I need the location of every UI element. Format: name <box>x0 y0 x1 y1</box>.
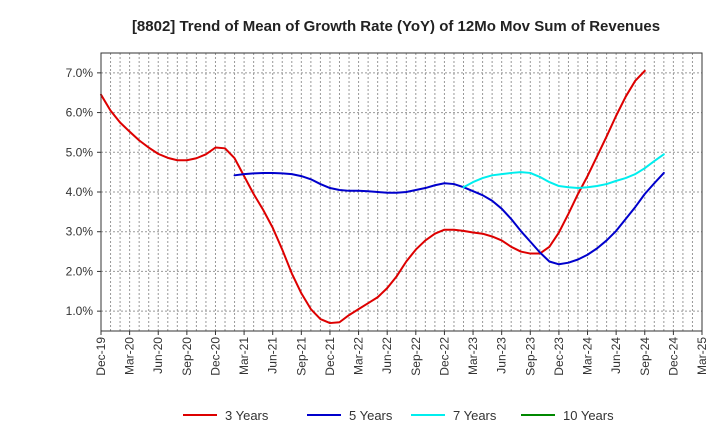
series-line-3-years <box>100 69 646 325</box>
x-tick-label: Jun-24 <box>609 337 623 374</box>
x-tick-label: Mar-24 <box>581 337 595 375</box>
y-tick-label: 3.0% <box>66 225 94 239</box>
x-tick-label: Dec-22 <box>437 337 451 376</box>
legend-label: 5 Years <box>349 408 393 423</box>
x-tick-label: Mar-21 <box>237 337 251 375</box>
legend-label: 3 Years <box>225 408 269 423</box>
x-tick-label: Dec-21 <box>323 337 337 376</box>
x-tick-label: Mar-23 <box>466 337 480 375</box>
series-line-5-years <box>233 171 665 266</box>
y-tick-label: 4.0% <box>66 185 94 199</box>
x-tick-label: Dec-23 <box>552 337 566 376</box>
x-tick-label: Dec-20 <box>208 337 222 376</box>
chart-title: [8802] Trend of Mean of Growth Rate (YoY… <box>132 18 660 35</box>
legend-label: 10 Years <box>563 408 614 423</box>
y-tick-label: 5.0% <box>66 145 94 159</box>
y-tick-label: 1.0% <box>66 304 94 318</box>
x-tick-label: Jun-20 <box>151 337 165 374</box>
x-tick-label: Mar-25 <box>695 337 709 375</box>
y-tick-label: 7.0% <box>66 66 94 80</box>
x-tick-label: Jun-22 <box>380 337 394 374</box>
x-tick-label: Dec-19 <box>94 337 108 376</box>
x-tick-label: Jun-21 <box>266 337 280 374</box>
y-axis-ticks: 1.0% 2.0% 3.0% 4.0% 5.0% 6.0% 7.0% <box>66 66 101 318</box>
grid-lines <box>100 53 703 331</box>
legend: 3 Years 5 Years 7 Years 10 Years <box>183 408 614 423</box>
x-tick-label: Sep-23 <box>523 337 537 376</box>
x-tick-label: Dec-24 <box>666 337 680 376</box>
x-tick-label: Sep-21 <box>294 337 308 376</box>
x-tick-label: Mar-20 <box>123 337 137 375</box>
x-tick-label: Sep-20 <box>180 337 194 376</box>
series-lines <box>100 69 665 325</box>
x-axis-ticks: Dec-19 Mar-20 Jun-20 Sep-20 Dec-20 Mar-21 Jun-… <box>94 331 709 376</box>
y-tick-label: 2.0% <box>66 264 94 278</box>
x-tick-label: Jun-23 <box>495 337 509 374</box>
x-tick-label: Mar-22 <box>352 337 366 375</box>
y-tick-label: 6.0% <box>66 106 94 120</box>
x-tick-label: Sep-22 <box>409 337 423 376</box>
x-tick-label: Sep-24 <box>638 337 652 376</box>
series-line-7-years <box>462 153 665 190</box>
legend-label: 7 Years <box>453 408 497 423</box>
